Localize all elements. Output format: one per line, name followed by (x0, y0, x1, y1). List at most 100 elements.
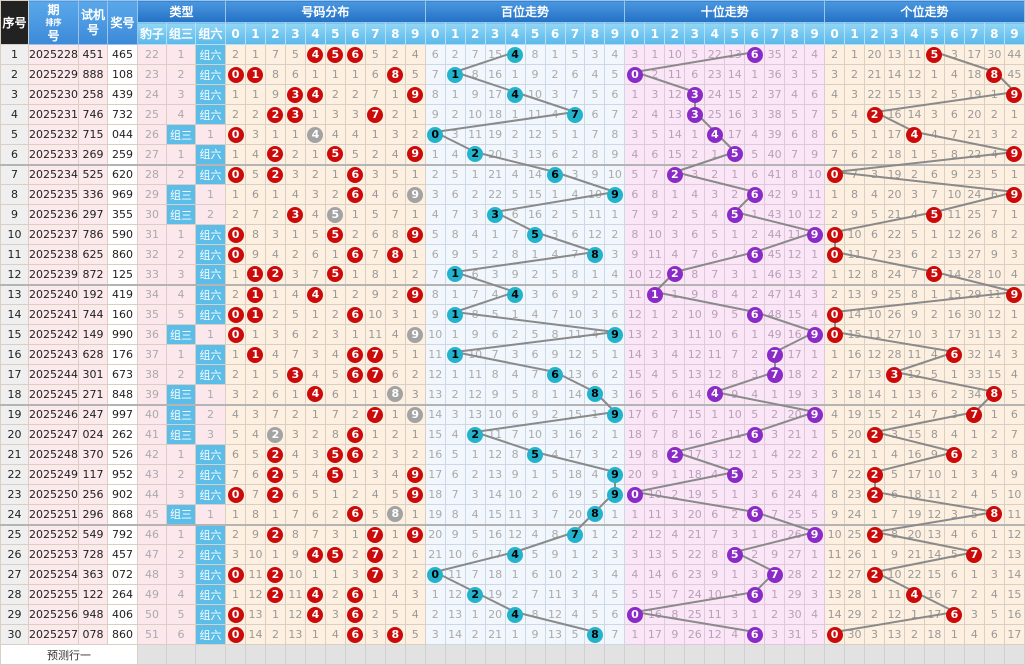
predict-cell[interactable] (983, 644, 1005, 665)
units-cell: 4 (983, 584, 1005, 605)
predict-cell[interactable] (744, 644, 766, 665)
tens-cell: 1 (724, 484, 746, 505)
hundreds-cell: 8 (564, 264, 586, 286)
units-cell: 4 (943, 524, 965, 545)
hundreds-cell: 4 (444, 144, 466, 166)
tens-cell: 12 (704, 624, 726, 645)
units-cell: 2 (923, 304, 945, 325)
group6-omission: 1 (194, 184, 227, 205)
row-seq: 3 (0, 84, 29, 105)
distribution-cell: 9 (404, 284, 426, 305)
header-tens-digit-5: 5 (724, 22, 746, 45)
tens-cell: 15 (624, 364, 646, 385)
table-row: 8 2025235 336 969 29 组三 1 1 6 1 4 3 2 6 4 6 9 3 6 2 22 5 15 1 4 1… (0, 184, 1025, 205)
distribution-cell: 6 (344, 184, 366, 205)
tens-cell: 6 (744, 584, 766, 605)
tens-cell: 1 (644, 44, 666, 65)
tens-cell: 9 (764, 544, 786, 565)
predict-cell[interactable] (844, 644, 866, 665)
units-cell: 13 (903, 84, 925, 105)
hit-ball: 5 (327, 466, 344, 483)
tens-cell: 6 (664, 384, 686, 406)
predict-cell[interactable] (464, 644, 486, 665)
distribution-cell: 3 (284, 84, 306, 105)
distribution-cell: 8 (384, 384, 406, 406)
distribution-cell: 1 (344, 524, 366, 545)
hundreds-cell: 2 (584, 284, 606, 305)
predict-cell[interactable] (684, 644, 706, 665)
predict-cell[interactable] (264, 644, 286, 665)
distribution-cell: 1 (264, 504, 286, 526)
distribution-cell: 0 (225, 484, 246, 505)
units-cell: 5 (824, 104, 846, 125)
tens-cell: 12 (644, 524, 666, 545)
distribution-cell: 1 (245, 84, 266, 105)
predict-cell[interactable] (664, 644, 686, 665)
tens-ball: 1 (646, 286, 663, 303)
hundreds-cell: 10 (424, 324, 446, 345)
units-cell: 28 (844, 584, 866, 605)
row-test-number: 078 (78, 624, 108, 645)
tens-cell: 22 (784, 444, 806, 465)
distribution-cell: 2 (245, 104, 266, 125)
units-cell: 18 (844, 384, 866, 406)
predict-cell[interactable] (245, 644, 266, 665)
predict-cell[interactable] (524, 644, 546, 665)
tens-cell: 2 (804, 264, 826, 286)
tens-cell: 1 (664, 464, 686, 485)
units-cell: 44 (1003, 44, 1025, 65)
distribution-cell: 1 (404, 424, 426, 445)
predict-cell[interactable] (864, 644, 885, 665)
distribution-cell: 4 (384, 144, 406, 166)
distribution-cell: 0 (225, 224, 246, 245)
distribution-cell: 4 (384, 324, 406, 345)
hundreds-cell: 14 (524, 164, 546, 185)
units-cell: 4 (903, 124, 925, 145)
units-cell: 0 (824, 244, 846, 265)
row-draw-number: 125 (107, 264, 138, 286)
tens-cell: 5 (624, 164, 646, 185)
group6-omission: 1 (194, 384, 227, 406)
units-cell: 10 (943, 184, 965, 205)
row-issue: 2025257 (28, 624, 79, 645)
hundreds-cell: 8 (544, 524, 566, 545)
predict-cell[interactable] (903, 644, 925, 665)
distribution-cell: 9 (404, 324, 426, 345)
tens-cell: 15 (784, 304, 806, 325)
sort-toggle[interactable]: 排序 (45, 18, 62, 27)
hundreds-cell: 5 (564, 624, 586, 645)
distribution-cell: 10 (284, 564, 306, 585)
tens-cell: 14 (684, 384, 706, 406)
distribution-cell: 0 (225, 324, 246, 345)
distribution-cell: 4 (304, 44, 326, 65)
group3-badge: 组三 (166, 324, 196, 345)
predict-cell[interactable] (564, 644, 586, 665)
tens-cell: 5 (724, 464, 746, 485)
tens-cell: 10 (784, 204, 806, 225)
predict-cell[interactable] (644, 644, 666, 665)
tens-cell: 2 (704, 424, 726, 445)
distribution-cell: 6 (245, 184, 266, 205)
units-cell: 8 (824, 484, 846, 505)
distribution-cell: 1 (344, 324, 366, 345)
distribution-cell: 2 (344, 484, 366, 505)
units-ball: 6 (946, 346, 963, 363)
hit-ball: 0 (227, 66, 244, 83)
hundreds-ball: 9 (606, 186, 623, 203)
group3-omission: 3 (166, 84, 196, 105)
predict-cell[interactable] (544, 644, 566, 665)
predict-cell[interactable] (424, 644, 446, 665)
tens-cell: 1 (724, 224, 746, 245)
units-cell: 14 (983, 344, 1005, 365)
predict-cell[interactable] (444, 644, 466, 665)
units-cell: 16 (943, 304, 965, 325)
table-row: 14 2025241 744 160 35 5 组六 0 1 2 5 1 2 6 10 3 1 9 1 8 5 1 4 7 10… (0, 304, 1025, 325)
hundreds-cell: 2 (544, 64, 566, 85)
distribution-cell: 5 (324, 444, 346, 465)
predict-cell[interactable] (364, 644, 386, 665)
predict-cell[interactable] (824, 644, 846, 665)
hundreds-cell: 1 (504, 64, 526, 85)
header-issue-sort[interactable]: 期排序号 (28, 0, 79, 45)
predict-cell[interactable] (604, 644, 626, 665)
hundreds-cell: 7 (464, 284, 486, 305)
